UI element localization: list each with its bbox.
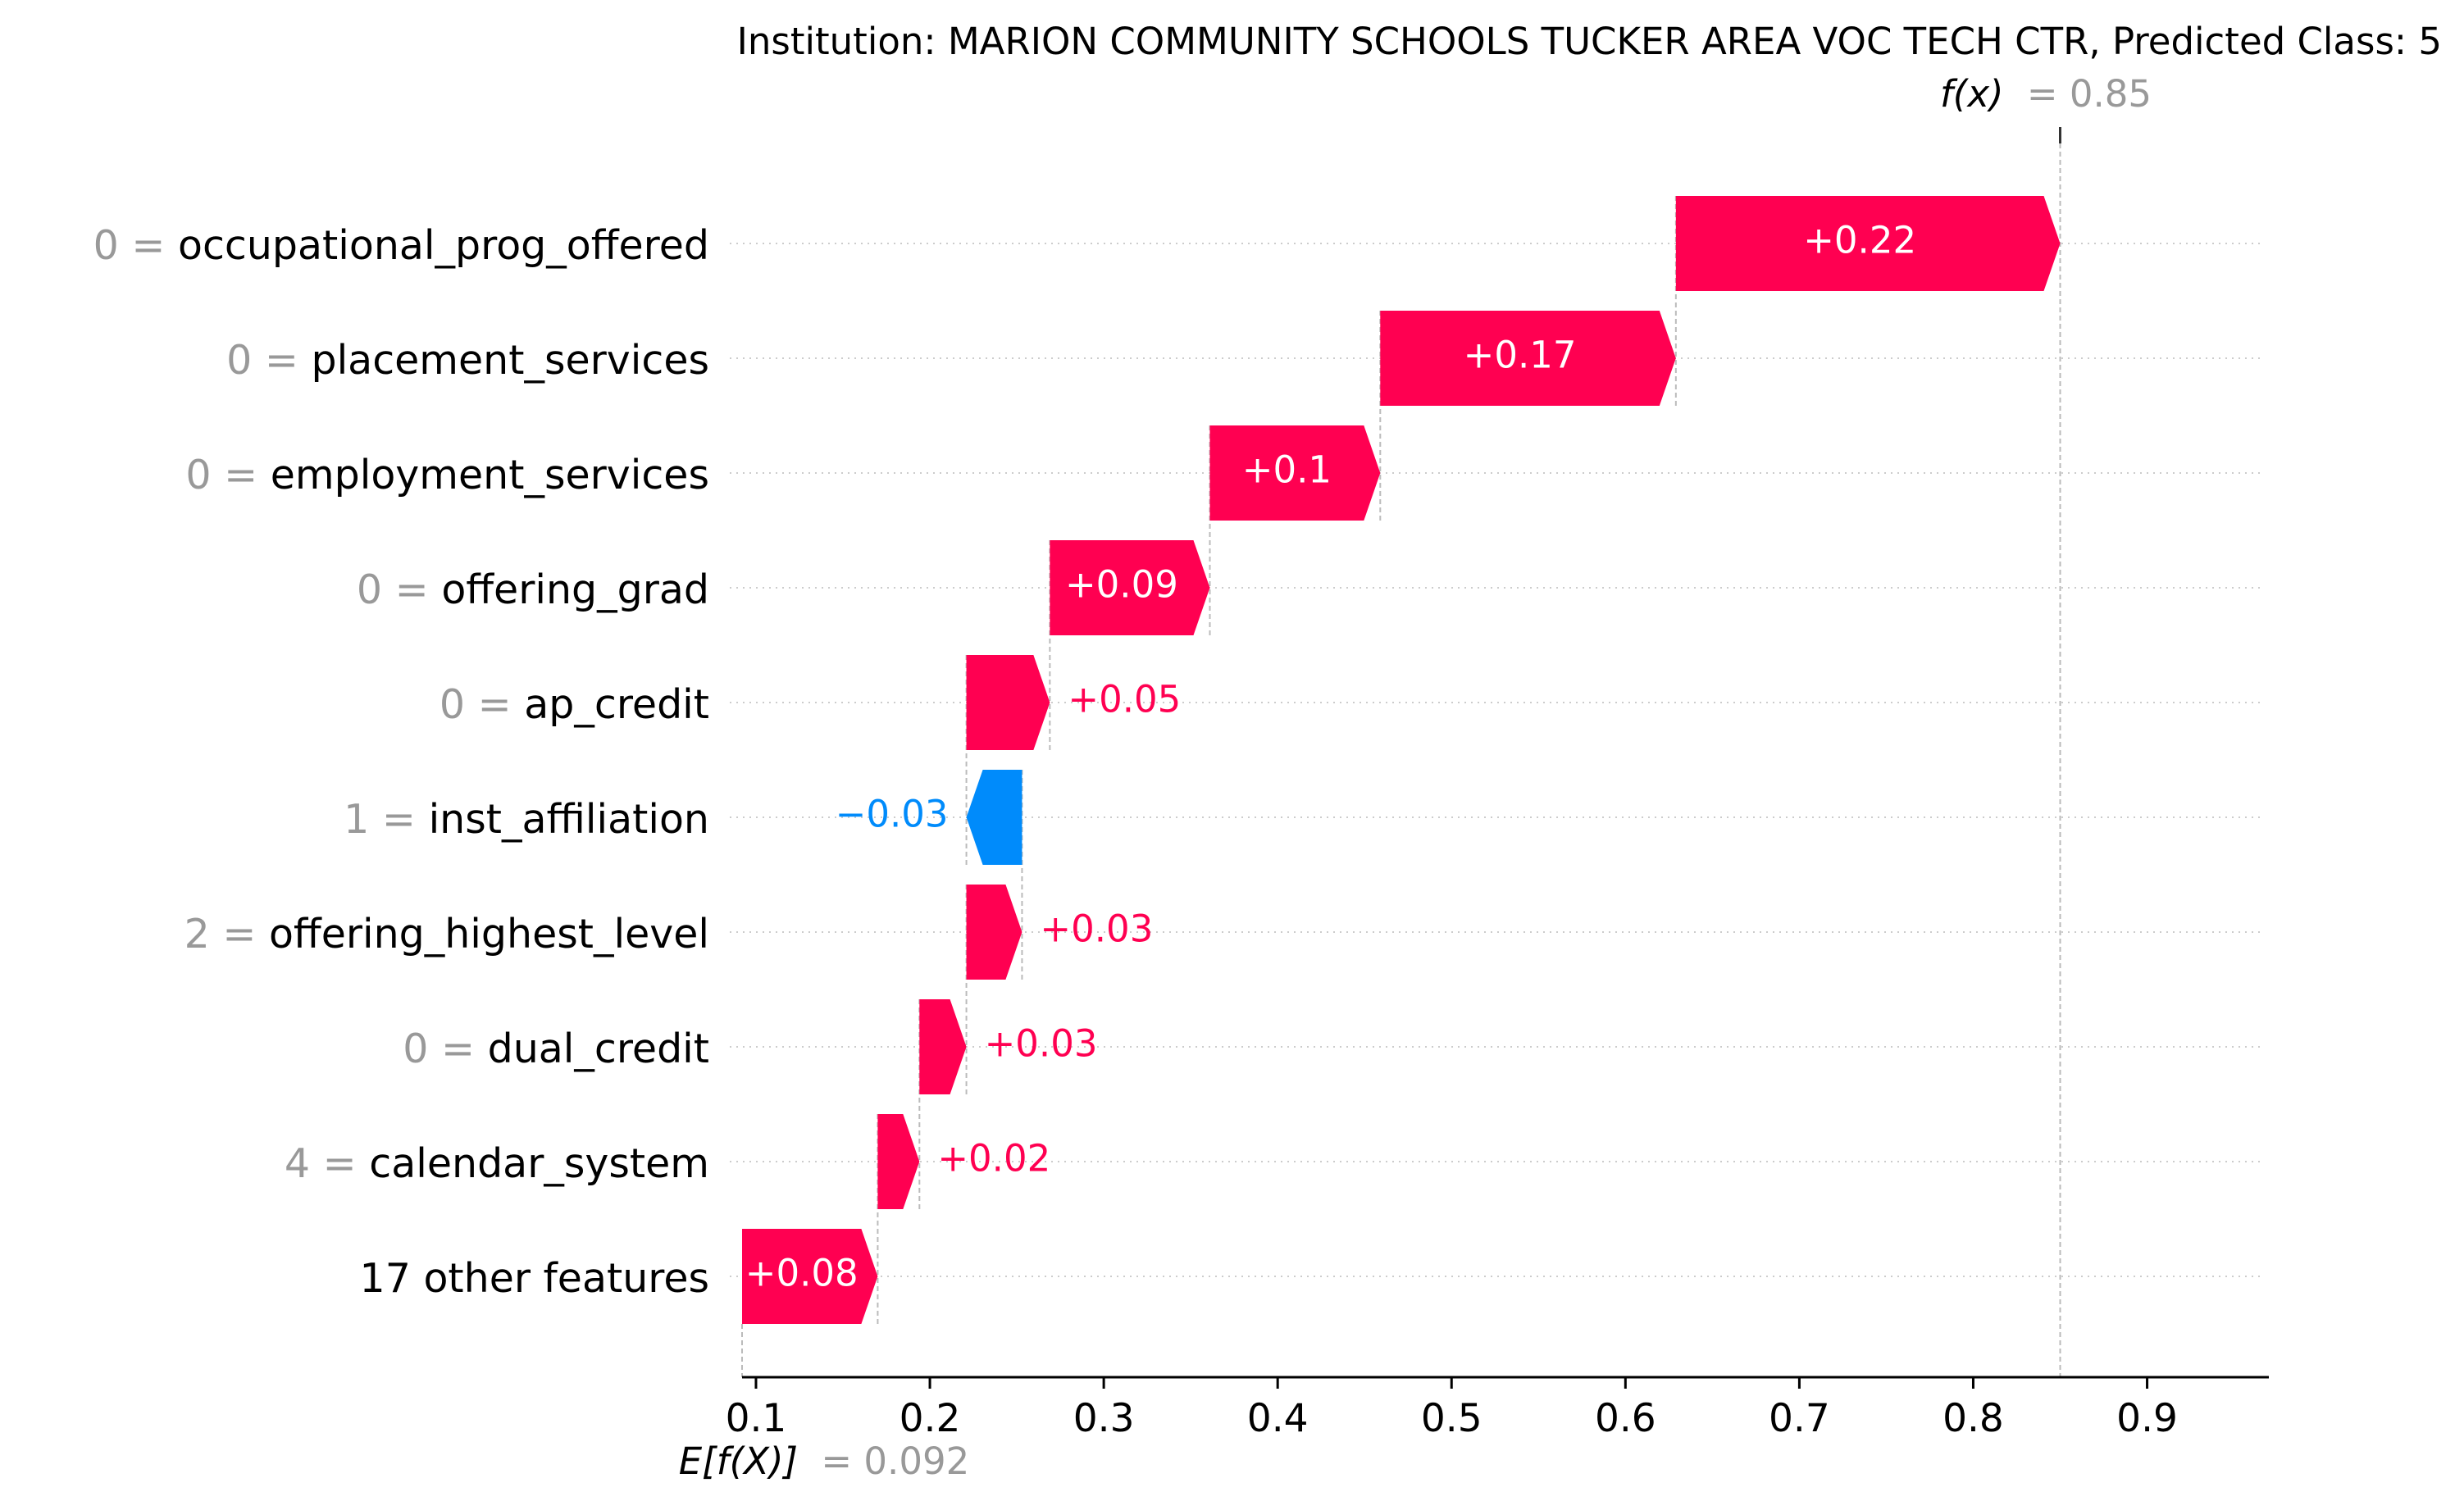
base-value: = 0.092	[821, 1440, 969, 1483]
bar-value-label: +0.02	[937, 1137, 1050, 1180]
waterfall-bar	[1209, 425, 1381, 521]
x-tick-label: 0.7	[1769, 1396, 1830, 1441]
waterfall-bar	[1675, 196, 2061, 291]
base-label: E[f(X)]	[679, 1440, 798, 1483]
feature-value: 1 =	[344, 796, 428, 843]
bar-value-label: +0.22	[1803, 219, 1916, 262]
x-tick-label: 0.1	[726, 1396, 787, 1441]
fx-label: f(x)	[1940, 72, 2004, 116]
waterfall-bar	[966, 655, 1050, 750]
feature-value: 0 =	[357, 566, 441, 613]
feature-value: 0 =	[440, 681, 524, 728]
feature-name: inst_affiliation	[429, 796, 709, 843]
feature-value: 0 =	[185, 452, 270, 498]
feature-value: 0 =	[403, 1026, 487, 1072]
fx-annotation: f(x) = 0.85	[1940, 72, 2152, 116]
bar-value-label: −0.03	[836, 793, 949, 836]
feature-label: 1 = inst_affiliation	[344, 796, 709, 843]
x-tick-label: 0.2	[900, 1396, 961, 1441]
bar-layer	[742, 196, 2061, 1324]
x-tick-label: 0.9	[2116, 1396, 2178, 1441]
feature-name: placement_services	[311, 337, 709, 384]
chart-title: Institution: MARION COMMUNITY SCHOOLS TU…	[737, 20, 2442, 63]
feature-label: 0 = dual_credit	[403, 1026, 709, 1072]
bar-value-label: +0.08	[745, 1252, 859, 1295]
feature-name: 17 other features	[360, 1255, 709, 1302]
bar-value-label: +0.05	[1068, 678, 1181, 721]
feature-value: 0 =	[93, 222, 178, 269]
waterfall-bar	[919, 999, 967, 1094]
feature-label: 4 = calendar_system	[285, 1140, 709, 1187]
feature-label: 2 = offering_highest_level	[184, 911, 709, 957]
x-tick-label: 0.3	[1073, 1396, 1135, 1441]
feature-label: 0 = offering_grad	[357, 566, 709, 613]
feature-name: offering_grad	[441, 566, 709, 613]
base-annotation: E[f(X)] = 0.092	[679, 1440, 969, 1483]
x-axis: 0.1 0.2 0.3 0.4 0.5 0.6 0.7 0.8 0.9	[726, 1376, 2269, 1441]
bar-value-label: +0.03	[1040, 907, 1153, 951]
x-tick-label: 0.8	[1943, 1396, 2004, 1441]
feature-name: calendar_system	[369, 1140, 709, 1187]
feature-name: employment_services	[271, 452, 709, 498]
x-tick-label: 0.4	[1247, 1396, 1309, 1441]
feature-name: offering_highest_level	[269, 911, 709, 957]
bar-value-label: +0.17	[1464, 334, 1577, 377]
fx-annotation-text: f(x) = 0.85	[1940, 72, 2152, 116]
waterfall-bar	[966, 885, 1022, 980]
feature-label: 17 other features	[360, 1255, 709, 1302]
fx-value: = 0.85	[2027, 72, 2152, 116]
feature-label: 0 = employment_services	[185, 452, 709, 498]
feature-value: 4 =	[285, 1140, 369, 1187]
bar-value-label: +0.03	[985, 1022, 1098, 1066]
x-tick-label: 0.6	[1595, 1396, 1656, 1441]
waterfall-bar	[1050, 540, 1210, 635]
bar-value-label: +0.09	[1065, 563, 1178, 607]
waterfall-bar	[742, 1229, 878, 1324]
feature-name: ap_credit	[524, 681, 709, 728]
waterfall-bar	[1380, 311, 1676, 406]
waterfall-bar	[877, 1114, 920, 1209]
feature-name: occupational_prog_offered	[178, 222, 709, 269]
bar-value-label: +0.1	[1242, 448, 1332, 492]
label-layer: +0.22 0 = occupational_prog_offered +0.17 0…	[93, 219, 1917, 1302]
feature-label: 0 = ap_credit	[440, 681, 709, 728]
feature-label: 0 = placement_services	[226, 337, 709, 384]
feature-value: 0 =	[226, 337, 311, 384]
x-tick-label: 0.5	[1421, 1396, 1482, 1441]
feature-label: 0 = occupational_prog_offered	[93, 222, 709, 269]
feature-value: 2 =	[184, 911, 269, 957]
base-annotation-text: E[f(X)] = 0.092	[679, 1440, 969, 1483]
feature-name: dual_credit	[488, 1026, 709, 1072]
waterfall-bar	[966, 770, 1022, 865]
